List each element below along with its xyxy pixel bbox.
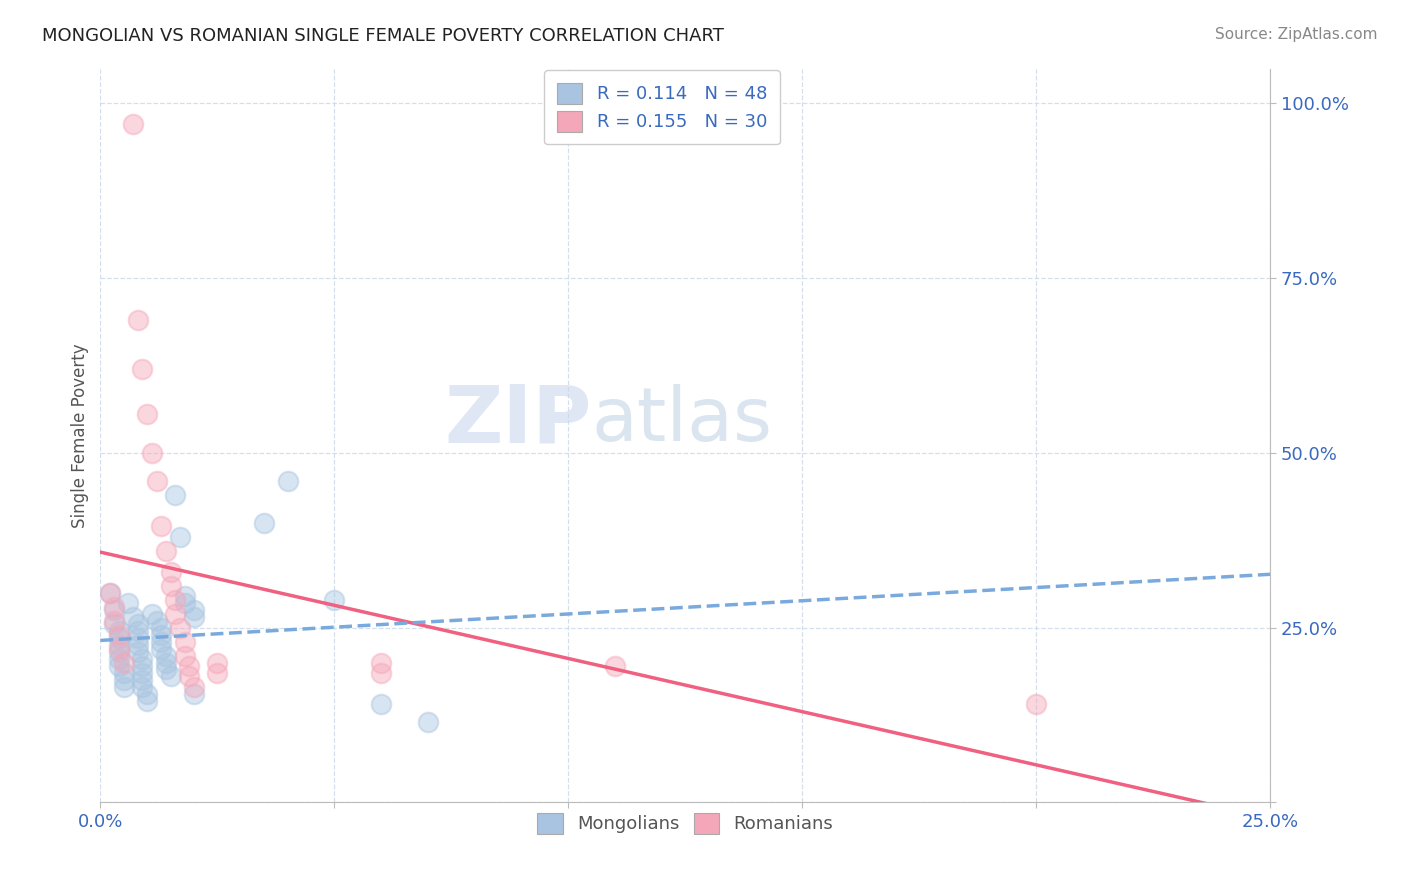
- Point: [173, 634, 195, 648]
- Point: [108, 645, 131, 659]
- Point: [159, 669, 181, 683]
- Point: [108, 641, 131, 656]
- Text: atlas: atlas: [592, 384, 773, 458]
- Point: [131, 673, 153, 687]
- Point: [179, 669, 201, 683]
- Point: [150, 627, 173, 641]
- Point: [277, 474, 299, 488]
- Point: [179, 659, 201, 673]
- Point: [323, 592, 346, 607]
- Point: [127, 624, 149, 638]
- Point: [127, 638, 149, 652]
- Point: [155, 648, 177, 663]
- Point: [150, 634, 173, 648]
- Point: [136, 408, 159, 422]
- Point: [112, 665, 135, 680]
- Point: [416, 714, 439, 729]
- Point: [122, 117, 145, 131]
- Point: [165, 488, 187, 502]
- Point: [117, 596, 139, 610]
- Point: [131, 362, 153, 376]
- Point: [103, 603, 125, 617]
- Point: [173, 589, 195, 603]
- Point: [253, 516, 276, 530]
- Point: [127, 617, 149, 632]
- Text: MONGOLIAN VS ROMANIAN SINGLE FEMALE POVERTY CORRELATION CHART: MONGOLIAN VS ROMANIAN SINGLE FEMALE POVE…: [42, 27, 724, 45]
- Point: [103, 617, 125, 632]
- Point: [141, 607, 163, 621]
- Point: [150, 641, 173, 656]
- Point: [150, 621, 173, 635]
- Point: [159, 565, 181, 579]
- Point: [127, 313, 149, 327]
- Point: [207, 665, 229, 680]
- Point: [108, 631, 131, 645]
- Point: [169, 621, 191, 635]
- Point: [108, 659, 131, 673]
- Point: [173, 596, 195, 610]
- Point: [112, 673, 135, 687]
- Point: [183, 687, 205, 701]
- Point: [127, 645, 149, 659]
- Point: [141, 446, 163, 460]
- Point: [112, 656, 135, 670]
- Point: [98, 585, 121, 599]
- Point: [183, 603, 205, 617]
- Point: [131, 659, 153, 673]
- Point: [183, 610, 205, 624]
- Point: [103, 614, 125, 628]
- Point: [183, 680, 205, 694]
- Point: [122, 610, 145, 624]
- Point: [131, 665, 153, 680]
- Point: [98, 585, 121, 599]
- Point: [155, 656, 177, 670]
- Text: Source: ZipAtlas.com: Source: ZipAtlas.com: [1215, 27, 1378, 42]
- Point: [165, 607, 187, 621]
- Y-axis label: Single Female Poverty: Single Female Poverty: [72, 343, 89, 528]
- Point: [131, 652, 153, 666]
- Point: [169, 530, 191, 544]
- Point: [165, 592, 187, 607]
- Point: [136, 694, 159, 708]
- Point: [136, 687, 159, 701]
- Text: ZIP: ZIP: [444, 382, 592, 459]
- Point: [370, 665, 392, 680]
- Point: [112, 680, 135, 694]
- Legend: Mongolians, Romanians: Mongolians, Romanians: [526, 802, 844, 845]
- Point: [155, 543, 177, 558]
- Point: [207, 656, 229, 670]
- Point: [145, 474, 167, 488]
- Point: [605, 659, 627, 673]
- Point: [127, 631, 149, 645]
- Point: [155, 663, 177, 677]
- Point: [150, 519, 173, 533]
- Point: [370, 698, 392, 712]
- Point: [103, 599, 125, 614]
- Point: [108, 627, 131, 641]
- Point: [108, 638, 131, 652]
- Point: [1025, 698, 1047, 712]
- Point: [131, 680, 153, 694]
- Point: [108, 652, 131, 666]
- Point: [159, 579, 181, 593]
- Point: [173, 648, 195, 663]
- Point: [108, 624, 131, 638]
- Point: [145, 614, 167, 628]
- Point: [370, 656, 392, 670]
